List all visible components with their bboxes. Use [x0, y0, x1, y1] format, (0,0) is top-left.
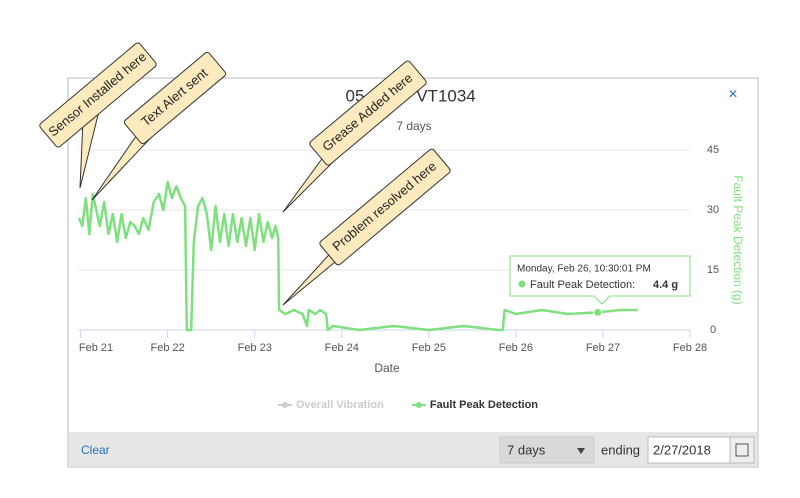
y-tick-label: 15: [707, 264, 719, 276]
legend-label[interactable]: Fault Peak Detection: [430, 399, 538, 411]
x-axis-label: Date: [374, 361, 400, 375]
legend: Overall Vibration Fault Peak Detection: [278, 399, 538, 411]
subtitle: 7 days: [396, 119, 431, 133]
x-tick-label: Feb 24: [325, 342, 359, 354]
x-tick-label: Feb 27: [586, 342, 620, 354]
range-value: 7 days: [507, 442, 546, 457]
tooltip-value: 4.4 g: [653, 279, 678, 291]
range-select[interactable]: [499, 436, 595, 464]
date-input[interactable]: [647, 436, 731, 464]
callout-box: [123, 51, 227, 145]
date-value: 2/27/2018: [653, 442, 711, 457]
legend-dot: [415, 402, 422, 408]
tooltip-dot: [518, 280, 526, 288]
ending-label: ending: [601, 442, 640, 457]
close-button[interactable]: ×: [728, 86, 737, 103]
x-tick-label: Feb 26: [499, 342, 533, 354]
x-tick-label: Feb 28: [673, 342, 707, 354]
tooltip-label: Fault Peak Detection:: [530, 279, 635, 291]
tooltip-time: Monday, Feb 26, 10:30:01 PM: [517, 264, 651, 275]
callout-box: [309, 60, 427, 166]
x-tick-label: Feb 22: [151, 342, 185, 354]
callout-box: [319, 148, 451, 266]
y-tick-label: 30: [707, 204, 719, 216]
x-tick-label: Feb 23: [238, 342, 272, 354]
title-part: VT1034: [416, 86, 476, 105]
x-tick-label: Feb 25: [412, 342, 446, 354]
tooltip-box: [509, 255, 691, 305]
legend-dot: [282, 402, 288, 408]
legend-label[interactable]: Overall Vibration: [296, 399, 384, 411]
clear-link[interactable]: Clear: [81, 443, 110, 457]
calendar-icon: [735, 443, 749, 457]
y-tick-label: 45: [707, 144, 719, 156]
footer: [69, 432, 757, 466]
callout-box: [39, 42, 157, 148]
hover-point: [593, 307, 603, 317]
y-tick-label: 0: [710, 324, 716, 336]
series-line: [77, 180, 638, 332]
y-axis-label: Fault Peak Detection (g): [731, 175, 745, 304]
dropdown-arrow: [577, 448, 585, 454]
tooltip: Monday, Feb 26, 10:30:01 PM Fault Peak D…: [509, 255, 691, 305]
x-tick-label: Feb 21: [79, 342, 113, 354]
calendar-button[interactable]: [729, 436, 755, 464]
